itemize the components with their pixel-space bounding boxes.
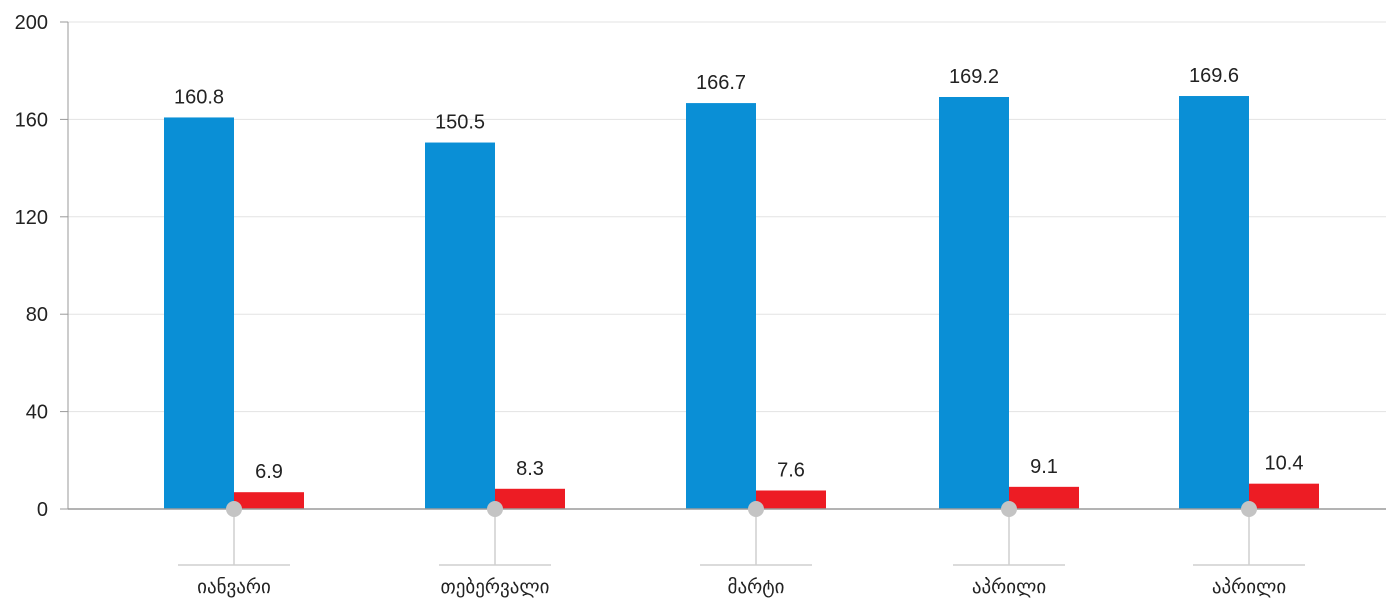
bar-series-1 — [425, 142, 495, 509]
bars — [164, 96, 1319, 510]
category-label: იანვარი — [197, 576, 271, 598]
data-label-series-2: 7.6 — [777, 459, 805, 481]
data-label-series-1: 160.8 — [174, 86, 224, 108]
data-labels: 160.8 6.9 150.5 8.3 166.7 7.6 169.2 9.1 169.6 10.… — [174, 65, 1304, 483]
data-label-series-2: 9.1 — [1030, 456, 1058, 478]
category-label: თებერვალი — [441, 576, 550, 598]
category-label: აპრილი — [1212, 576, 1286, 598]
bar-series-1 — [686, 103, 756, 509]
data-label-series-2: 6.9 — [255, 461, 283, 483]
y-tick-label: 200 — [15, 12, 48, 34]
bar-series-2 — [495, 488, 565, 509]
bar-series-2 — [1009, 486, 1079, 509]
data-label-series-1: 166.7 — [696, 72, 746, 94]
data-label-series-2: 8.3 — [516, 458, 544, 480]
bar-series-1 — [1179, 96, 1249, 510]
category-dot-marker — [1001, 501, 1017, 517]
data-label-series-1: 150.5 — [435, 112, 485, 134]
y-tick-label: 160 — [15, 109, 48, 131]
bar-series-2 — [234, 492, 304, 509]
y-axis: 0 40 80 120 160 200 — [15, 12, 69, 521]
category-dot-marker — [226, 501, 242, 517]
category-label: აპრილი — [972, 576, 1046, 598]
x-axis: იანვარი თებერვალი მარტი აპრილი აპრილი — [68, 501, 1386, 598]
bar-series-1 — [164, 117, 234, 510]
category-label: მარტი — [728, 576, 785, 598]
y-tick-label: 80 — [26, 304, 48, 326]
y-tick-label: 40 — [26, 402, 48, 424]
bar-series-2 — [1249, 483, 1319, 509]
bar-series-1 — [939, 96, 1009, 510]
category-dot-marker — [1241, 501, 1257, 517]
data-label-series-1: 169.2 — [949, 66, 999, 88]
data-label-series-2: 10.4 — [1265, 453, 1304, 475]
category-dot-marker — [487, 501, 503, 517]
y-tick-label: 120 — [15, 207, 48, 229]
data-label-series-1: 169.6 — [1189, 65, 1239, 87]
category-dot-marker — [748, 501, 764, 517]
y-tick-label: 0 — [37, 499, 48, 521]
bar-series-2 — [756, 490, 826, 509]
